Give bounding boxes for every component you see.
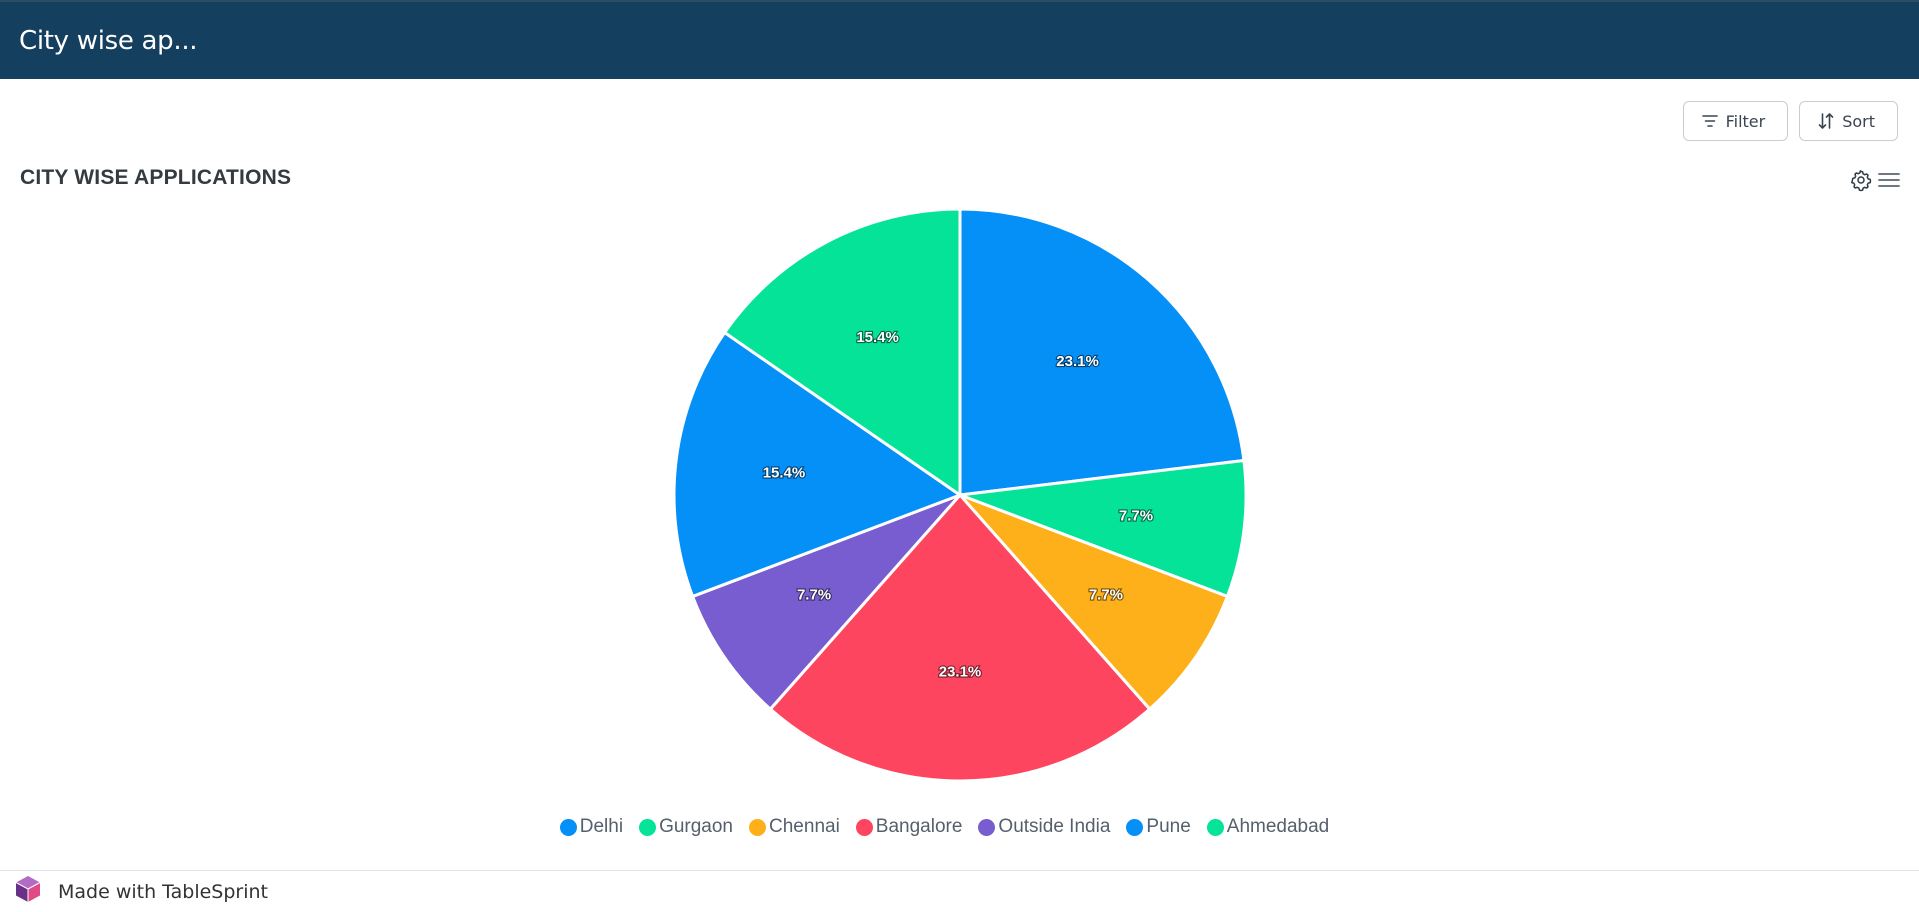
legend-label: Pune bbox=[1146, 816, 1191, 837]
chart-legend: Delhi Gurgaon Chennai Bangalore Outside Indi… bbox=[0, 816, 1919, 838]
pie-slice-chennai[interactable] bbox=[958, 493, 1229, 711]
legend-item-outside-india[interactable]: Outside India bbox=[978, 816, 1110, 838]
legend-label: Bangalore bbox=[875, 816, 963, 837]
legend-item-bangalore[interactable]: Bangalore bbox=[855, 816, 963, 838]
legend-marker bbox=[749, 818, 767, 836]
sort-icon bbox=[1818, 112, 1834, 130]
legend-marker bbox=[639, 818, 657, 836]
legend-item-ahmedabad[interactable]: Ahmedabad bbox=[1206, 816, 1330, 838]
slice-data-label-delhi: 23.1% bbox=[1056, 353, 1099, 370]
sort-button-label: Sort bbox=[1842, 111, 1875, 131]
app-header: City wise ap... bbox=[0, 0, 1919, 79]
slice-data-label-outside-india: 7.7% bbox=[797, 587, 831, 604]
legend-label: Outside India bbox=[998, 816, 1111, 837]
legend-item-delhi[interactable]: Delhi bbox=[559, 816, 624, 838]
pie-slice-delhi[interactable] bbox=[958, 207, 1246, 497]
legend-label: Delhi bbox=[579, 816, 624, 837]
legend-label: Ahmedabad bbox=[1226, 816, 1330, 837]
legend-item-chennai[interactable]: Chennai bbox=[749, 816, 840, 838]
chart-actions bbox=[1849, 168, 1901, 197]
pie-slice-gurgaon[interactable] bbox=[958, 459, 1248, 598]
chart-title: CITY WISE APPLICATIONS bbox=[20, 166, 292, 189]
slice-data-label-chennai: 7.7% bbox=[1089, 587, 1123, 604]
legend-marker bbox=[1206, 818, 1224, 836]
gear-icon[interactable] bbox=[1849, 168, 1873, 197]
legend-marker bbox=[559, 818, 577, 836]
pie-slice-bangalore[interactable] bbox=[768, 493, 1152, 783]
filter-icon bbox=[1701, 114, 1718, 128]
legend-marker bbox=[1126, 818, 1144, 836]
page-title: City wise ap... bbox=[19, 25, 198, 56]
tablesprint-logo-icon bbox=[14, 874, 42, 909]
slice-data-label-ahmedabad: 15.4% bbox=[856, 329, 899, 346]
footer: Made with TableSprint bbox=[0, 870, 1919, 912]
legend-marker bbox=[978, 818, 996, 836]
pie-slice-outside-india[interactable] bbox=[691, 493, 962, 711]
legend-label: Gurgaon bbox=[659, 816, 734, 837]
legend-label: Chennai bbox=[769, 816, 840, 837]
legend-item-gurgaon[interactable]: Gurgaon bbox=[639, 816, 733, 838]
sort-button[interactable]: Sort bbox=[1799, 101, 1898, 141]
pie-slice-pune[interactable] bbox=[672, 331, 962, 598]
slice-data-label-bangalore: 23.1% bbox=[939, 663, 982, 680]
legend-marker bbox=[855, 818, 873, 836]
slice-data-label-gurgaon: 7.7% bbox=[1119, 507, 1153, 524]
toolbar: Filter Sort bbox=[1682, 101, 1898, 141]
legend-item-pune[interactable]: Pune bbox=[1126, 816, 1191, 838]
made-with-label: Made with TableSprint bbox=[58, 880, 269, 903]
filter-button-label: Filter bbox=[1725, 111, 1766, 131]
slice-data-label-pune: 15.4% bbox=[763, 465, 806, 482]
pie-slice-ahmedabad[interactable] bbox=[723, 207, 962, 497]
hamburger-menu-icon[interactable] bbox=[1877, 170, 1901, 195]
filter-button[interactable]: Filter bbox=[1682, 101, 1789, 141]
